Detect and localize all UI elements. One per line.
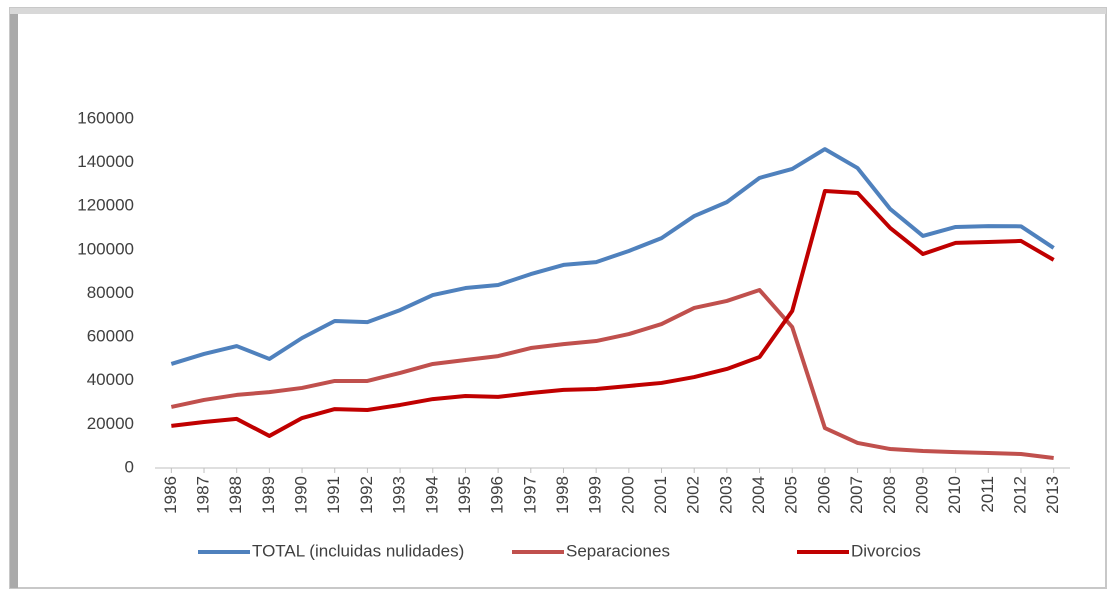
legend-label: Divorcios [851, 541, 921, 560]
y-tick-label: 160000 [77, 108, 134, 127]
legend-label: TOTAL (incluidas nulidades) [252, 541, 464, 560]
x-tick-label: 1999 [586, 476, 605, 514]
y-tick-label: 60000 [87, 327, 134, 346]
legend-label: Separaciones [566, 541, 670, 560]
x-tick-label: 1988 [226, 476, 245, 514]
x-tick-label: 1991 [324, 476, 343, 514]
x-tick-label: 2002 [684, 476, 703, 514]
x-tick-label: 2005 [782, 476, 801, 514]
x-tick-label: 1986 [161, 476, 180, 514]
frame-shadow [10, 8, 1106, 14]
x-tick-label: 1993 [390, 476, 409, 514]
x-tick-label: 2013 [1043, 476, 1062, 514]
x-tick-label: 2007 [847, 476, 866, 514]
x-tick-label: 2008 [880, 476, 899, 514]
y-tick-label: 100000 [77, 239, 134, 258]
y-tick-label: 120000 [77, 196, 134, 215]
y-tick-label: 20000 [87, 414, 134, 433]
chart-frame [9, 7, 1107, 589]
x-tick-label: 2001 [651, 476, 670, 514]
x-tick-label: 2006 [814, 476, 833, 514]
series-line [171, 188, 1055, 438]
x-tick-label: 1996 [488, 476, 507, 514]
frame-shadow [10, 8, 18, 588]
x-tick-label: 2003 [716, 476, 735, 514]
x-tick-label: 1987 [194, 476, 213, 514]
x-tick-label: 1997 [520, 476, 539, 514]
x-tick-label: 1992 [357, 476, 376, 514]
x-tick-label: 2000 [618, 476, 637, 514]
x-tick-label: 2010 [945, 476, 964, 514]
y-tick-label: 80000 [87, 283, 134, 302]
x-tick-label: 1994 [422, 476, 441, 514]
x-tick-label: 2012 [1010, 476, 1029, 514]
y-tick-label: 140000 [77, 152, 134, 171]
x-tick-label: 2004 [749, 476, 768, 514]
y-tick-label: 40000 [87, 370, 134, 389]
series-line [170, 147, 1055, 366]
x-tick-label: 2011 [978, 476, 997, 513]
y-tick-label: 0 [125, 457, 134, 476]
x-tick-label: 1995 [455, 476, 474, 514]
x-tick-label: 1989 [259, 476, 278, 514]
x-tick-label: 1990 [292, 476, 311, 514]
x-tick-label: 1998 [553, 476, 572, 514]
x-tick-label: 2009 [912, 476, 931, 514]
series-line [170, 288, 1054, 460]
